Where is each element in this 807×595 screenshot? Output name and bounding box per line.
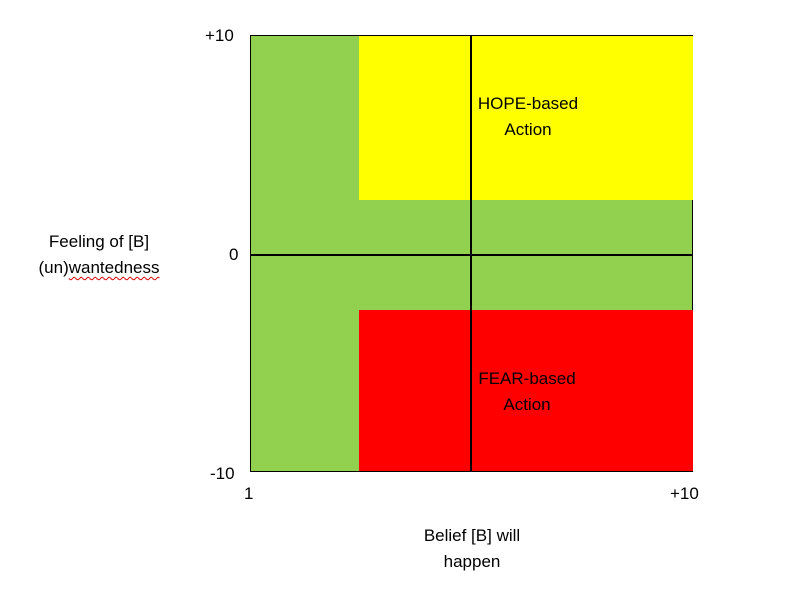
hope-label: HOPE-based Action xyxy=(460,91,596,143)
fear-label: FEAR-based Action xyxy=(459,366,595,418)
horizontal-axis-line xyxy=(251,254,692,256)
x-axis-label: Belief [B] will happen xyxy=(392,523,552,575)
fear-label-line2: Action xyxy=(503,395,551,414)
y-tick-top: +10 xyxy=(205,26,234,45)
vertical-axis-line xyxy=(470,36,472,471)
y-axis-label-line1: Feeling of [B] xyxy=(48,232,150,251)
x-axis-label-line1: Belief [B] will xyxy=(423,526,521,545)
x-tick-left: 1 xyxy=(244,484,254,503)
hope-label-line1: HOPE-based xyxy=(477,94,579,113)
x-tick-right: +10 xyxy=(670,484,699,503)
quadrant-plot xyxy=(250,35,693,472)
y-axis-label: Feeling of [B] (un)wantedness xyxy=(14,229,184,281)
x-axis-label-line2: happen xyxy=(443,552,501,571)
hope-label-line2: Action xyxy=(504,120,552,139)
fear-region xyxy=(359,310,693,471)
y-axis-label-line2: (un)wantedness xyxy=(14,255,184,281)
fear-label-line1: FEAR-based xyxy=(478,369,576,388)
y-tick-bottom: -10 xyxy=(210,464,235,483)
y-axis-label-prefix: (un) xyxy=(38,258,69,277)
hope-region xyxy=(359,36,693,200)
y-tick-mid: 0 xyxy=(229,245,239,264)
y-axis-label-rest: wantedness xyxy=(68,258,160,277)
